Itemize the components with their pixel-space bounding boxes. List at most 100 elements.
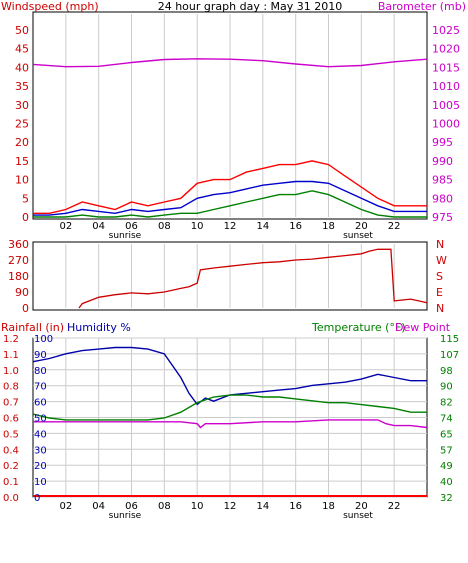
barometer-line [32,58,428,68]
temperature-tick-label: 32 [440,493,453,504]
humidity-tick-label: 60 [34,398,47,409]
sunrise-label: sunrise [109,231,142,241]
windspeed-tick-label: 45 [15,43,29,56]
temperature-tick-label: 98 [440,366,453,377]
x-tick-label: 12 [224,501,237,512]
x-tick-label: 10 [191,501,204,512]
windspeed-tick-label: 0 [22,211,29,224]
rainfall-tick-label: 1.0 [3,366,19,377]
compass-label: S [436,270,443,283]
rainfall-tick-label: 1.2 [3,334,19,345]
temperature-tick-label: 65 [440,429,453,440]
x-tick-label: 20 [355,501,368,512]
temperature-tick-label: 57 [440,445,453,456]
x-tick-label: 08 [158,501,171,512]
temperature-tick-label: 107 [440,350,459,361]
temperature-tick-label: 90 [440,382,453,393]
humidity-tick-label: 100 [34,334,53,345]
windspeed-tick-label: 50 [15,24,29,37]
temp-plot-ticks: 02 04 06 08 10 12 14 16 18 20 22 sunrise sunset 0 0.0 3… [3,334,459,521]
humidity-tick-label: 30 [34,445,47,456]
rainfall-tick-label: 0.2 [3,461,19,472]
temperature-line [32,394,427,421]
compass-label: W [436,254,447,267]
temperature-tick-label: 115 [440,334,459,345]
windspeed-tick-label: 20 [15,136,29,149]
x-tick-label: 12 [224,221,237,232]
humidity-line [32,346,427,406]
rainfall-tick-label: 0.6 [3,414,19,425]
wind-plot-series [32,58,428,218]
compass-label: N [436,302,444,315]
x-tick-label: 04 [92,501,105,512]
windspeed-tick-label: 25 [15,118,29,131]
x-tick-label: 02 [59,221,72,232]
x-tick-label: 02 [59,501,72,512]
barometer-tick-label: 1015 [432,61,460,74]
direction-tick-label: 0 [22,302,29,315]
x-tick-label: 10 [191,221,204,232]
x-tick-label: 18 [322,221,335,232]
humidity-tick-label: 70 [34,382,47,393]
humidity-tick-label: 20 [34,461,47,472]
humidity-tick-label: 40 [34,429,47,440]
x-tick-label: 04 [92,221,105,232]
windspeed-tick-label: 10 [15,174,29,187]
rainfall-tick-label: 0.7 [3,398,19,409]
windspeed-tick-label: 35 [15,80,29,93]
barometer-tick-label: 985 [432,174,453,187]
x-tick-label: 14 [256,501,269,512]
rainfall-tick-label: 0.5 [3,429,19,440]
barometer-tick-label: 1020 [432,43,460,56]
rainfall-tick-label: 0.4 [3,445,19,456]
rainfall-axis-label: Rainfall (in) [1,321,64,334]
x-tick-label: 14 [256,221,269,232]
direction-tick-label: 360 [8,238,29,251]
windspeed-tick-label: 5 [22,192,29,205]
temperature-tick-label: 40 [440,477,453,488]
x-tick-label: 08 [158,221,171,232]
windspeed-tick-label: 15 [15,155,29,168]
sunset-label: sunset [343,511,373,521]
rainfall-tick-label: 0.8 [3,382,19,393]
humidity-tick-label: 90 [34,350,47,361]
x-tick-label: 20 [355,221,368,232]
direction-plot-series [78,248,428,309]
windspeed-tick-label: 40 [15,61,29,74]
direction-tick-label: 180 [8,270,29,283]
wind-direction-line [78,248,428,309]
x-tick-label: 16 [289,501,302,512]
temperature-tick-label: 82 [440,398,453,409]
temperature-tick-label: 49 [440,461,453,472]
x-tick-label: 22 [388,501,401,512]
sunrise-label: sunrise [109,511,142,521]
barometer-tick-label: 980 [432,192,453,205]
x-tick-label: 06 [125,501,138,512]
wind-plot-grid [65,14,395,217]
barometer-tick-label: 1005 [432,99,460,112]
x-tick-label: 18 [322,501,335,512]
temperature-tick-label: 74 [440,414,453,425]
barometer-tick-label: 990 [432,155,453,168]
temp-humidity-panel: 02 04 06 08 10 12 14 16 18 20 22 sunrise sunset 0 0.0 3… [1,321,459,521]
compass-label: N [436,238,444,251]
humidity-tick-label: 10 [34,477,47,488]
humidity-axis-label: Humidity % [67,321,131,334]
humidity-tick-label: 0 [34,493,40,504]
x-tick-label: 16 [289,221,302,232]
windspeed-axis-label: Windspeed (mph) [1,0,99,13]
barometer-tick-label: 1025 [432,24,460,37]
sunset-label: sunset [343,231,373,241]
rainfall-tick-label: 0.0 [3,493,19,504]
barometer-axis-label: Barometer (mb) [378,0,466,13]
barometer-tick-label: 1000 [432,118,460,131]
barometer-tick-label: 995 [432,136,453,149]
humidity-tick-label: 80 [34,366,47,377]
humidity-tick-label: 50 [34,414,47,425]
